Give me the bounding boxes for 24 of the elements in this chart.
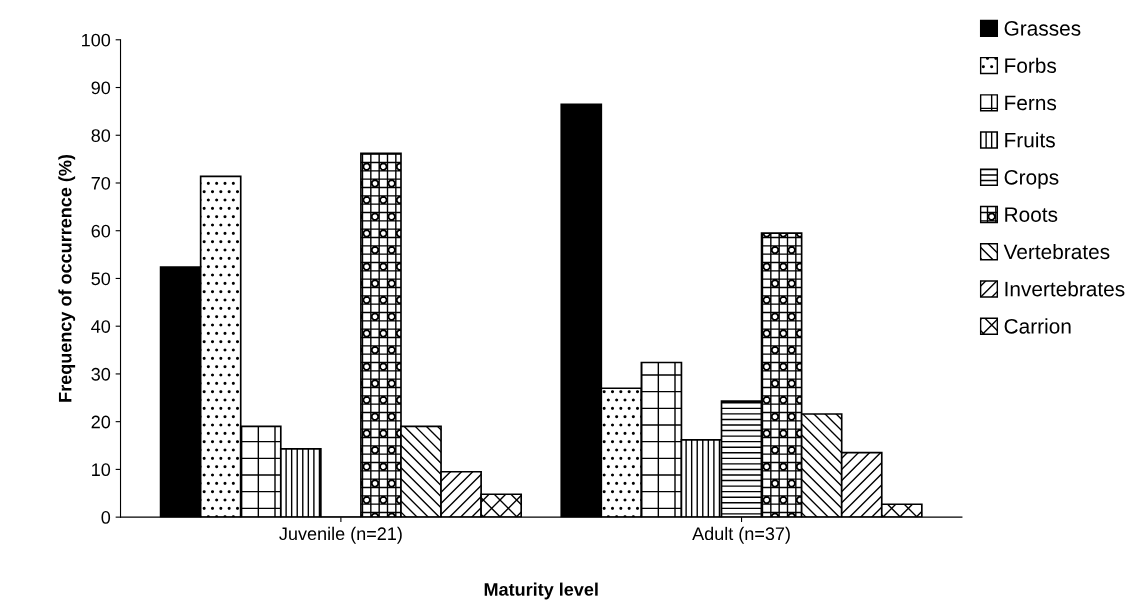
y-tick-label: 10 bbox=[92, 463, 111, 477]
y-tick-label: 50 bbox=[91, 272, 111, 286]
y-tick-label: 0 bbox=[101, 511, 111, 524]
y-tick-label: 30 bbox=[91, 367, 111, 381]
legend-label: Ferns bbox=[1005, 95, 1057, 111]
x-tick-label: Juvenile (n=21) bbox=[279, 526, 402, 544]
x-tick-label: Adult (n=37) bbox=[692, 526, 790, 544]
legend-label: Carrion bbox=[1004, 318, 1071, 334]
legend-label: Crops bbox=[1004, 169, 1059, 189]
y-tick-label: 70 bbox=[91, 176, 111, 190]
y-axis-title: Frequency of occurrence (%) bbox=[58, 154, 76, 402]
legend-label: Fruits bbox=[1005, 132, 1055, 148]
y-tick-label: 90 bbox=[91, 81, 111, 95]
y-tick-label: 80 bbox=[91, 129, 111, 142]
legend-label: Invertebrates bbox=[1005, 281, 1125, 297]
y-tick-label: 100 bbox=[82, 33, 111, 47]
y-tick-label: 40 bbox=[91, 320, 111, 333]
y-tick-label: 20 bbox=[91, 415, 111, 429]
legend-label: Vertebrates bbox=[1003, 243, 1110, 260]
y-tick-label: 60 bbox=[91, 224, 111, 238]
legend-label: Grasses bbox=[1004, 21, 1081, 36]
legend-label: Roots bbox=[1005, 207, 1058, 222]
legend-label: Forbs bbox=[1005, 57, 1057, 73]
x-axis-title: Maturity level bbox=[484, 582, 598, 600]
